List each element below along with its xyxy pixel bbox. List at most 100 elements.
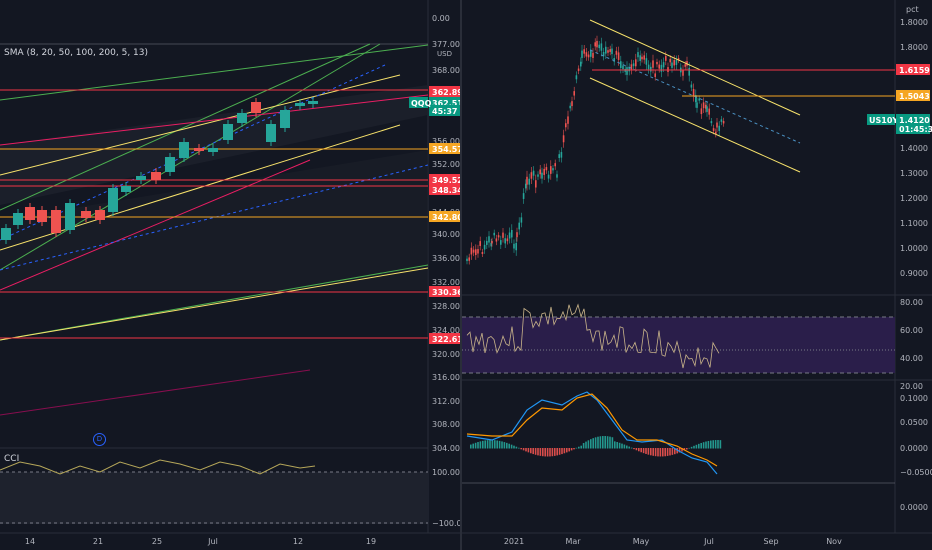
macd-hist-255 bbox=[717, 440, 719, 449]
price-tag-text-1: 362.51 bbox=[432, 99, 460, 108]
pane-divider[interactable] bbox=[460, 0, 462, 550]
macd-hist-94 bbox=[556, 448, 558, 456]
macd-hist-195 bbox=[657, 448, 659, 457]
price-tick-10: 332.00 bbox=[432, 278, 460, 287]
candle-body-11 bbox=[151, 172, 161, 180]
cci-indicator-legend[interactable]: CCI bbox=[4, 454, 20, 464]
price-tag-text-2: 45:37 bbox=[432, 107, 457, 116]
macd-hist-78 bbox=[539, 448, 542, 456]
yield-body-8 bbox=[483, 244, 486, 250]
macd-hist-135 bbox=[597, 436, 599, 449]
channel-upper bbox=[589, 19, 801, 116]
candle-body-10 bbox=[136, 176, 146, 180]
time-tick-3: Jul bbox=[207, 537, 218, 546]
price-tag-4 bbox=[429, 174, 460, 185]
macd-hist-75 bbox=[537, 448, 539, 456]
price-tag-text-7: 330.36 bbox=[432, 288, 460, 297]
price-tag-3 bbox=[429, 143, 460, 154]
yield-body-3 bbox=[472, 249, 475, 253]
price-tag-0 bbox=[429, 86, 460, 97]
macd-hist-92 bbox=[554, 448, 556, 456]
macd-hist-164 bbox=[626, 445, 628, 449]
us10y-chart-canvas[interactable]: 1.80001.70001.60001.50001.40001.30001.20… bbox=[462, 0, 932, 550]
rsi-tick-1: 60.00 bbox=[900, 326, 923, 335]
yield-body-12 bbox=[491, 240, 493, 244]
yield-body-48 bbox=[567, 116, 569, 124]
price-tick-13: 320.00 bbox=[432, 350, 460, 359]
macd-hist-186 bbox=[647, 448, 650, 455]
yield-tag-1 bbox=[896, 90, 930, 101]
yield-body-2 bbox=[470, 247, 473, 255]
yield-body-26 bbox=[520, 217, 523, 223]
yield-tag-text-1: 1.5043 bbox=[899, 92, 930, 101]
last-value-tag bbox=[896, 114, 930, 134]
countdown-text: 01:45:38 bbox=[899, 125, 932, 134]
candle-body-21 bbox=[295, 103, 305, 106]
yield-body-118 bbox=[715, 131, 717, 135]
macd-hist-104 bbox=[566, 448, 568, 453]
macd-hist-51 bbox=[513, 445, 515, 449]
macd-hist-176 bbox=[638, 448, 640, 452]
macd-hist-128 bbox=[590, 439, 592, 449]
macd-hist-207 bbox=[669, 448, 671, 456]
yield-body-59 bbox=[590, 49, 592, 57]
price-tag-text-6: 342.80 bbox=[432, 213, 460, 222]
candle-body-13 bbox=[179, 142, 189, 158]
macd-hist-241 bbox=[702, 442, 705, 449]
trend-line-3 bbox=[0, 74, 401, 176]
dividend-badge[interactable]: D bbox=[93, 433, 106, 446]
candle-body-0 bbox=[1, 228, 11, 240]
yield-body-53 bbox=[577, 68, 580, 71]
yield-body-84 bbox=[643, 55, 645, 60]
yield-body-4 bbox=[475, 249, 477, 256]
yield-body-76 bbox=[626, 67, 628, 75]
yield-body-116 bbox=[710, 121, 713, 124]
macd-hist-212 bbox=[674, 448, 676, 455]
yield-body-110 bbox=[698, 98, 700, 101]
yield-body-11 bbox=[490, 242, 492, 247]
us10y-chart-pane[interactable]: 1.80001.70001.60001.50001.40001.30001.20… bbox=[462, 0, 932, 550]
macd-hist-202 bbox=[664, 448, 666, 457]
candle-body-6 bbox=[81, 211, 91, 218]
yield-body-52 bbox=[575, 75, 578, 80]
yield-body-96 bbox=[669, 58, 671, 63]
macd-hist-246 bbox=[707, 440, 710, 449]
macd-hist-54 bbox=[515, 446, 518, 449]
macd-hist-13 bbox=[474, 442, 477, 449]
price-tag-8 bbox=[429, 333, 460, 344]
macd-tick-4: 0.0000 bbox=[900, 503, 928, 512]
price-tick-4: 356.00 bbox=[432, 137, 460, 146]
macd-hist-106 bbox=[568, 448, 570, 452]
qqq-chart-canvas[interactable]: 0.00377.00368.00360.00356.00352.00348.00… bbox=[0, 0, 460, 550]
yield-body-33 bbox=[535, 180, 537, 188]
yield-body-100 bbox=[677, 58, 680, 61]
macd-hist-193 bbox=[654, 448, 657, 457]
yield-body-22 bbox=[513, 243, 515, 249]
macd-hist-58 bbox=[520, 448, 522, 450]
rsi-band bbox=[462, 317, 895, 373]
yield-body-82 bbox=[639, 55, 641, 61]
yield-body-35 bbox=[539, 169, 541, 175]
macd-hist-238 bbox=[700, 442, 702, 449]
yield-body-61 bbox=[594, 42, 596, 47]
macd-hist-97 bbox=[558, 448, 561, 455]
trend-line-11 bbox=[0, 369, 311, 416]
rsi-tick-3: 20.00 bbox=[900, 382, 923, 391]
qqq-chart-pane[interactable]: 0.00377.00368.00360.00356.00352.00348.00… bbox=[0, 0, 460, 550]
yield-body-13 bbox=[493, 232, 495, 236]
yield-body-31 bbox=[530, 172, 533, 179]
yield-body-85 bbox=[645, 58, 648, 65]
yield-body-69 bbox=[611, 48, 613, 55]
yield-body-5 bbox=[477, 249, 479, 254]
sma-indicator-legend[interactable]: SMA (8, 20, 50, 100, 200, 5, 13) bbox=[4, 48, 149, 58]
macd-tick-3: −0.0500 bbox=[900, 468, 932, 477]
macd-tick-2: 0.0000 bbox=[900, 444, 928, 453]
yield-body-121 bbox=[720, 119, 723, 122]
macd-hist-87 bbox=[549, 448, 551, 457]
macd-hist-46 bbox=[508, 443, 510, 449]
candle-body-2 bbox=[25, 207, 35, 220]
yield-body-72 bbox=[617, 52, 620, 60]
yield-body-109 bbox=[696, 102, 698, 108]
yield-body-28 bbox=[525, 183, 527, 189]
macd-hist-258 bbox=[719, 440, 722, 449]
